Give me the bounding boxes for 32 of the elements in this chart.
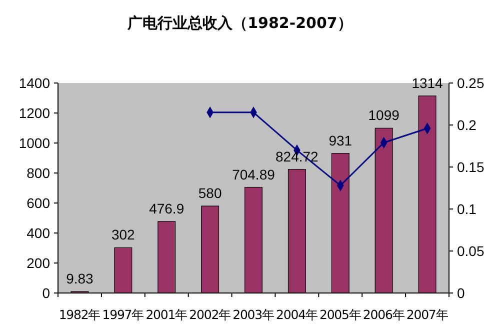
y-tick-label: 200 xyxy=(26,254,50,271)
x-tick-label: 2002年 xyxy=(189,307,232,322)
text: 1099 xyxy=(368,107,400,124)
y-tick-label: 600 xyxy=(26,194,50,211)
y2-tick-label: 0.05 xyxy=(457,242,484,259)
text: 302 xyxy=(111,226,135,243)
x-tick-label: 1997年 xyxy=(102,307,145,322)
y-tick-label: 0 xyxy=(42,284,50,301)
y-tick-label: 1200 xyxy=(18,104,50,121)
text: 9.83 xyxy=(66,270,94,287)
text: 704.89 xyxy=(232,166,275,182)
x-tick-label: 1982年 xyxy=(58,307,102,322)
y2-tick-label: 0.15 xyxy=(457,158,484,175)
y-tick-label: 400 xyxy=(26,224,50,241)
text: 931 xyxy=(328,132,352,148)
x-tick-label: 2007年 xyxy=(406,307,449,322)
text: 1314 xyxy=(412,74,443,91)
text: 476.9 xyxy=(149,200,184,216)
x-tick-label: 2003年 xyxy=(232,307,276,322)
y2-tick-label: 0 xyxy=(457,284,465,301)
text: 580 xyxy=(198,185,222,201)
y2-tick-label: 0.2 xyxy=(457,116,477,133)
x-tick-label: 2006年 xyxy=(362,307,406,322)
x-tick-label: 2001年 xyxy=(146,307,188,322)
y-tick-label: 1000 xyxy=(18,134,50,151)
x-tick-label: 2005年 xyxy=(319,307,362,322)
y2-tick-label: 0.25 xyxy=(457,74,484,91)
chart-title: 广电行业总收入（1982-2007） xyxy=(126,14,352,32)
y-tick-label: 800 xyxy=(26,164,50,181)
x-tick-label: 2004年 xyxy=(276,307,318,322)
y-tick-label: 1400 xyxy=(18,74,50,91)
y2-tick-label: 0.1 xyxy=(457,200,477,217)
